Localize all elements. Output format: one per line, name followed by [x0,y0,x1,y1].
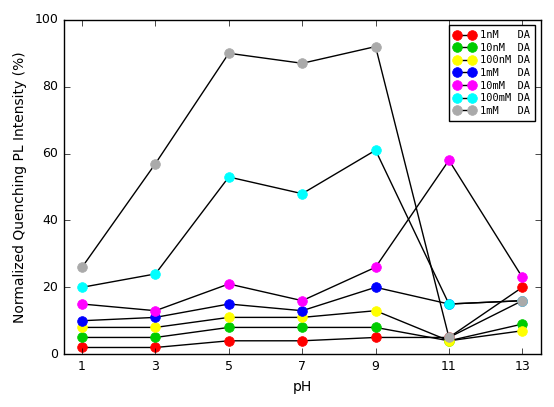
100nM DA [225,315,232,320]
100mM DA [372,148,379,153]
X-axis label: pH: pH [293,380,312,394]
100nM DA [445,338,452,343]
10nM  DA [79,335,85,340]
10nM  DA [372,325,379,330]
Y-axis label: Normalized Quenching PL Intensity (%): Normalized Quenching PL Intensity (%) [13,51,27,323]
100mM DA [519,298,526,303]
1mM   DA [372,285,379,290]
Line: 1mM   DA: 1mM DA [77,42,527,342]
10nM  DA [152,335,159,340]
10mM  DA [372,265,379,270]
1mM   DA [519,298,526,303]
100mM DA [225,175,232,179]
1nM   DA [299,338,305,343]
1mM   DA [299,61,305,66]
1nM   DA [445,335,452,340]
100nM DA [79,325,85,330]
1nM   DA [152,345,159,350]
10mM  DA [79,302,85,306]
1mM   DA [79,265,85,270]
10mM  DA [299,298,305,303]
Line: 1nM   DA: 1nM DA [77,282,527,352]
100mM DA [152,271,159,276]
Legend: 1nM   DA, 10nM  DA, 100nM DA, 1mM   DA, 10mM  DA, 100mM DA, 1mM   DA: 1nM DA, 10nM DA, 100nM DA, 1mM DA, 10mM … [449,25,536,121]
100nM DA [152,325,159,330]
Line: 10nM  DA: 10nM DA [77,319,527,346]
100nM DA [519,328,526,333]
10nM  DA [225,325,232,330]
100mM DA [445,302,452,306]
1mM   DA [299,308,305,313]
1mM   DA [445,335,452,340]
10mM  DA [152,308,159,313]
Line: 100nM DA: 100nM DA [77,306,527,346]
1mM   DA [225,51,232,56]
1nM   DA [519,285,526,290]
Line: 100mM DA: 100mM DA [77,145,527,309]
Line: 10mM  DA: 10mM DA [77,155,527,315]
1mM   DA [372,44,379,49]
1nM   DA [372,335,379,340]
10nM  DA [445,338,452,343]
1mM   DA [152,315,159,320]
100nM DA [372,308,379,313]
1mM   DA [445,302,452,306]
1mM   DA [519,298,526,303]
1nM   DA [79,345,85,350]
10mM  DA [519,275,526,280]
1mM   DA [225,302,232,306]
100nM DA [299,315,305,320]
1mM   DA [79,318,85,323]
1mM   DA [152,161,159,166]
10mM  DA [445,158,452,163]
Line: 1mM   DA: 1mM DA [77,282,527,326]
100mM DA [299,191,305,196]
100mM DA [79,285,85,290]
10mM  DA [225,282,232,287]
10nM  DA [519,322,526,326]
1nM   DA [225,338,232,343]
10nM  DA [299,325,305,330]
